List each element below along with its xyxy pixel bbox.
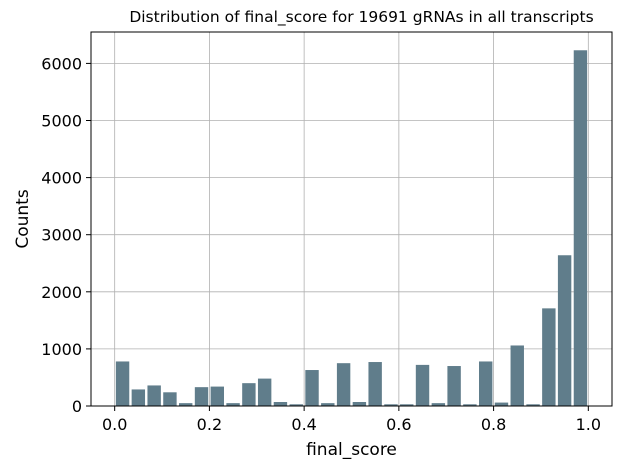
histogram-bar [526, 404, 540, 406]
histogram-bar [210, 386, 224, 406]
histogram-bar [242, 383, 256, 406]
histogram-bar [573, 50, 588, 406]
histogram-bar [115, 361, 130, 406]
y-tick-label: 4000 [41, 169, 82, 188]
histogram-bar [510, 345, 524, 406]
x-tick-label: 0.2 [197, 415, 222, 434]
histogram-bar [447, 366, 461, 406]
bars [115, 50, 588, 406]
y-tick-label: 2000 [41, 283, 82, 302]
x-tick-label: 1.0 [576, 415, 601, 434]
histogram-bar [368, 362, 382, 406]
y-axis-title: Counts [13, 189, 33, 248]
grid [91, 32, 612, 407]
histogram-bar [289, 404, 303, 406]
histogram-bar [226, 403, 240, 406]
histogram-bar [257, 378, 272, 406]
y-tick-label: 0 [72, 397, 82, 416]
y-tick-label: 5000 [41, 112, 82, 131]
y-tick-label: 1000 [41, 340, 82, 359]
x-tick-label: 0.0 [102, 415, 127, 434]
histogram-bar [431, 403, 446, 406]
histogram-bar [400, 404, 414, 406]
histogram-bar [542, 308, 556, 406]
histogram-bar [336, 363, 351, 406]
histogram-bar [163, 392, 177, 406]
x-tick-label: 0.6 [386, 415, 411, 434]
x-axis-title: final_score [306, 440, 397, 460]
histogram-bar [179, 403, 193, 406]
histogram-bar [463, 404, 477, 406]
histogram-bar [384, 404, 398, 406]
histogram-bar [131, 389, 146, 406]
histogram-bar [305, 370, 319, 406]
y-tick-label: 6000 [41, 54, 82, 73]
histogram-bar [494, 402, 509, 406]
x-tick-label: 0.8 [481, 415, 506, 434]
histogram-bar [147, 385, 161, 406]
y-tick-label: 3000 [41, 226, 82, 245]
histogram-bar [352, 402, 367, 406]
axes: 0.0 0.2 0.4 0.6 0.8 1.0 0 1000 2000 3000 4000 5000 6… [41, 31, 613, 434]
histogram-bar [479, 361, 493, 406]
histogram-bar [194, 387, 209, 406]
x-tick-label: 0.4 [291, 415, 316, 434]
histogram-bar [557, 255, 572, 406]
histogram-bar [415, 364, 430, 406]
histogram-bar [273, 402, 288, 406]
plot-frame [90, 31, 613, 407]
chart-title: Distribution of final_score for 19691 gR… [129, 8, 593, 27]
histogram-bar [321, 403, 335, 406]
